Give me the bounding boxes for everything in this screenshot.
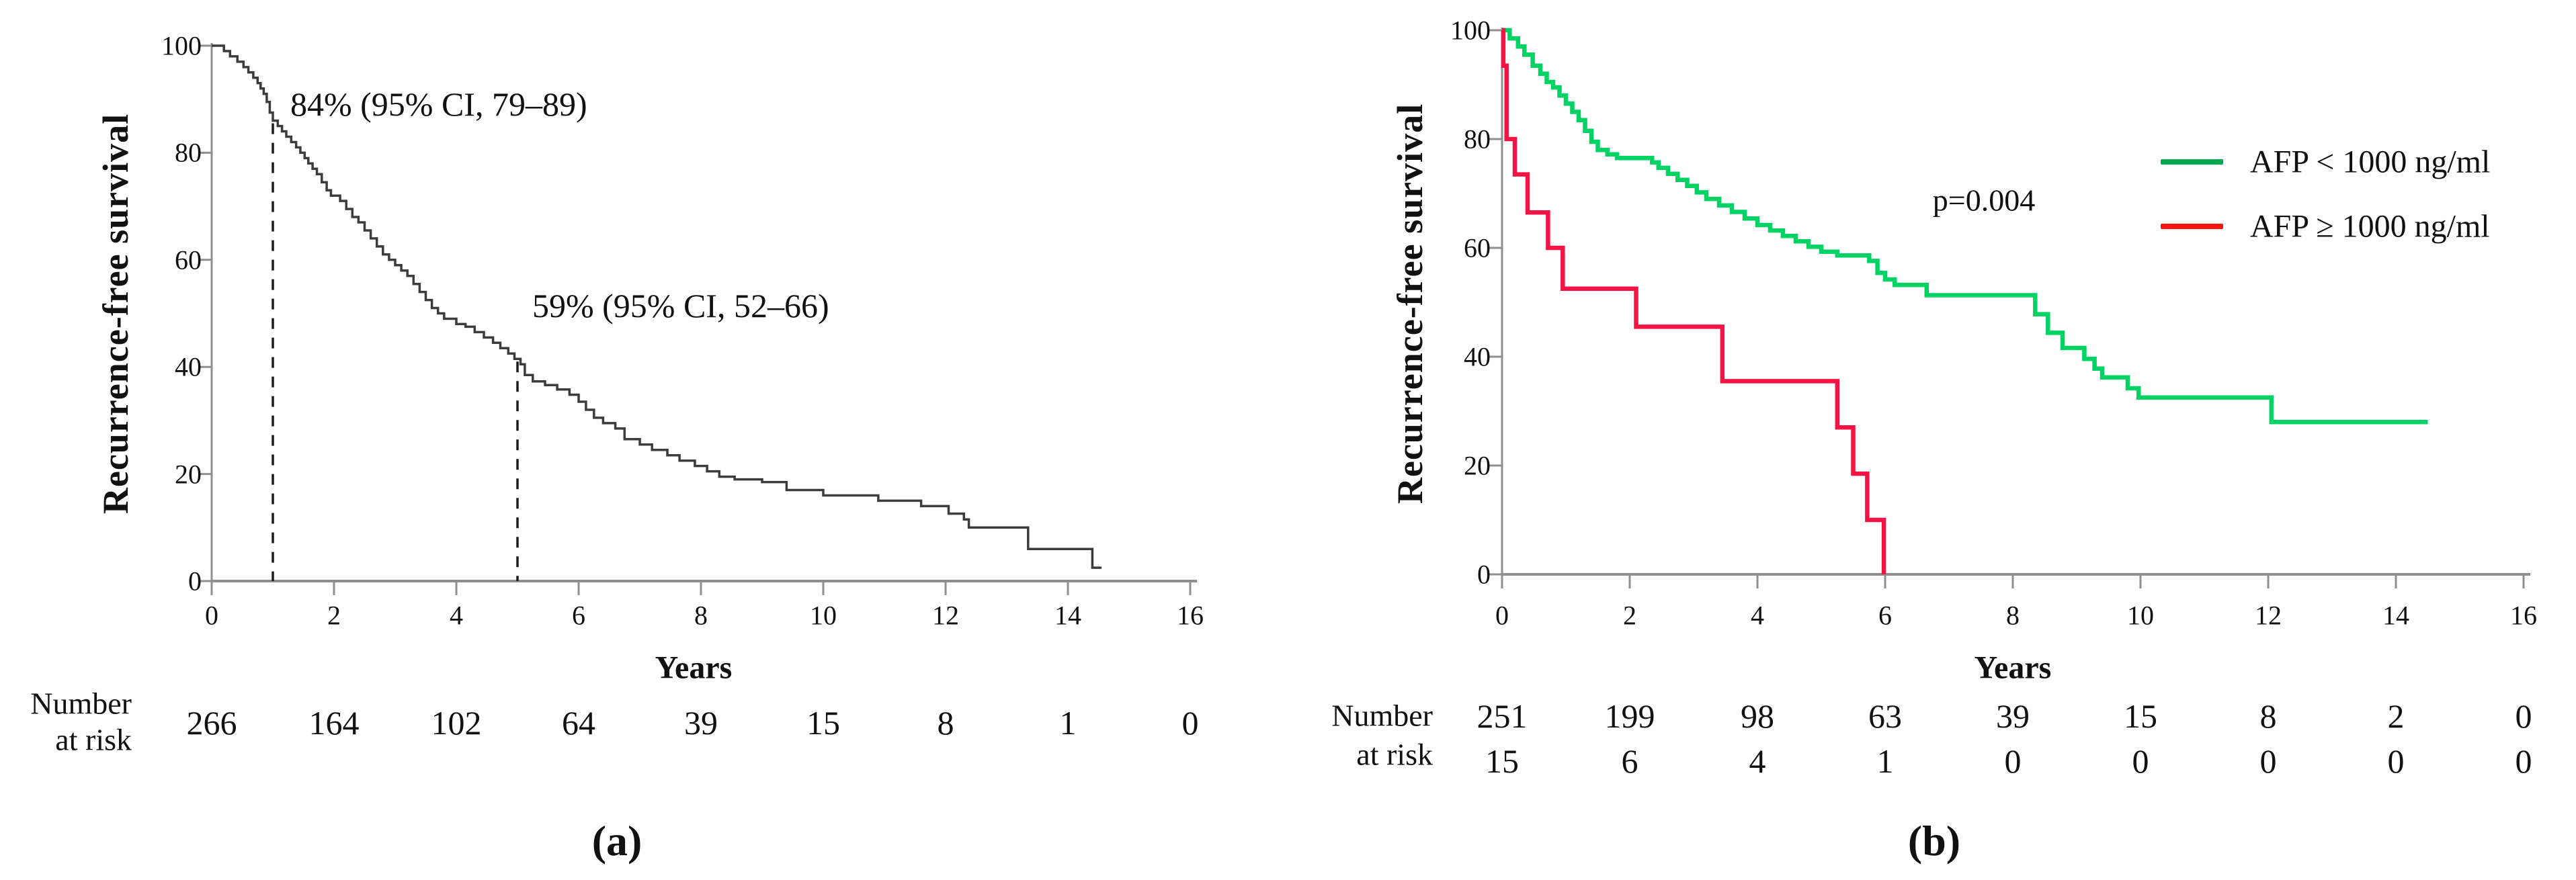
x-tick-label-6: 6 (1878, 600, 1892, 631)
panel-a-x-axis-title: Years (655, 650, 733, 686)
x-tick-label-8: 8 (2006, 600, 2020, 631)
risk-count-row1-t8: 39 (684, 704, 718, 742)
risk-count-row1-t4: 98 (1741, 697, 1774, 735)
risk-count-row2-t14: 0 (2387, 742, 2405, 780)
y-tick-label-0: 0 (1477, 559, 1491, 590)
x-tick-label-4: 4 (450, 600, 463, 631)
panel-b-y-axis-title: Recurrence-free survival (1390, 103, 1430, 504)
x-tick-label-12: 12 (932, 600, 959, 631)
panel-b-p-value: p=0.004 (1932, 183, 2036, 218)
y-tick-label-100: 100 (1450, 15, 1491, 46)
x-tick-label-14: 14 (2382, 600, 2409, 631)
legend-line-red-icon (2161, 224, 2223, 229)
y-tick-label-60: 60 (1464, 232, 1491, 263)
risk-count-row1-t12: 8 (937, 704, 954, 742)
risk-count-row2-t0: 15 (1485, 742, 1519, 780)
risk-count-row1-t2: 164 (308, 704, 360, 742)
y-tick-label-80: 80 (1464, 124, 1491, 155)
risk-count-row2-t10: 0 (2132, 742, 2149, 780)
x-tick-label-0: 0 (205, 600, 218, 631)
y-tick-label-80: 80 (175, 137, 202, 168)
panel-a-annotation-5yr: 59% (95% CI, 52–66) (532, 287, 829, 324)
legend-label-afp-low: AFP < 1000 ng/ml (2250, 144, 2491, 180)
risk-count-row1-t14: 2 (2387, 697, 2405, 735)
y-tick-label-100: 100 (161, 30, 202, 61)
risk-count-row1-t12: 8 (2259, 697, 2277, 735)
risk-count-row2-t12: 0 (2259, 742, 2277, 780)
x-tick-label-6: 6 (572, 600, 585, 631)
risk-count-row2-t6: 1 (1876, 742, 1894, 780)
x-tick-label-4: 4 (1751, 600, 1764, 631)
risk-count-row1-t0: 251 (1477, 697, 1528, 735)
risk-count-row1-t6: 63 (1868, 697, 1902, 735)
km-curve-a-series-0 (212, 44, 1102, 569)
x-tick-label-16: 16 (1177, 600, 1204, 631)
y-tick-label-60: 60 (175, 245, 202, 275)
y-tick-label-20: 20 (175, 459, 202, 490)
x-tick-label-0: 0 (1495, 600, 1509, 631)
km-curve-b-series-1 (1501, 28, 1886, 574)
panel-a-y-axis-title: Recurrence-free survival (95, 113, 136, 515)
panel-a-annotation-1yr: 84% (95% CI, 79–89) (290, 85, 587, 123)
risk-count-row1-t8: 39 (1996, 697, 2030, 735)
legend-line-green-icon (2161, 159, 2223, 165)
y-tick-label-40: 40 (1464, 341, 1491, 372)
risk-count-row1-t10: 15 (2124, 697, 2157, 735)
km-curve-b-series-0 (1502, 28, 2428, 425)
x-tick-label-16: 16 (2510, 600, 2537, 631)
y-tick-label-0: 0 (188, 566, 202, 597)
risk-count-row2-t2: 6 (1621, 742, 1638, 780)
panel-b-caption: (b) (1907, 817, 1961, 865)
panel-b-risk-label-line1: Number (1331, 698, 1433, 733)
risk-count-row2-t4: 4 (1749, 742, 1766, 780)
risk-count-row1-t4: 102 (431, 704, 482, 742)
panel-b-x-axis-title: Years (1974, 650, 2052, 686)
panel-a-risk-label-line1: Number (30, 686, 132, 721)
panel-a-risk-label-line2: at risk (55, 722, 132, 757)
risk-count-row1-t16: 0 (2515, 697, 2532, 735)
panel-b-risk-label-line2: at risk (1356, 737, 1433, 772)
x-tick-label-8: 8 (694, 600, 708, 631)
risk-count-row1-t14: 1 (1059, 704, 1077, 742)
x-tick-label-14: 14 (1054, 600, 1081, 631)
legend-label-afp-high: AFP ≥ 1000 ng/ml (2250, 208, 2490, 245)
y-tick-label-20: 20 (1464, 450, 1491, 481)
x-tick-label-10: 10 (810, 600, 837, 631)
x-tick-label-12: 12 (2255, 600, 2282, 631)
risk-count-row1-t6: 64 (562, 704, 595, 742)
y-tick-label-40: 40 (175, 351, 202, 382)
x-tick-label-2: 2 (327, 600, 341, 631)
x-tick-label-10: 10 (2127, 600, 2154, 631)
panel-a-caption: (a) (591, 817, 642, 865)
risk-count-row1-t0: 266 (186, 704, 237, 742)
risk-count-row1-t10: 15 (806, 704, 840, 742)
risk-count-row2-t8: 0 (2004, 742, 2022, 780)
risk-count-row1-t2: 199 (1604, 697, 1655, 735)
x-tick-label-2: 2 (1623, 600, 1636, 631)
risk-count-row2-t16: 0 (2515, 742, 2532, 780)
risk-count-row1-t16: 0 (1181, 704, 1199, 742)
